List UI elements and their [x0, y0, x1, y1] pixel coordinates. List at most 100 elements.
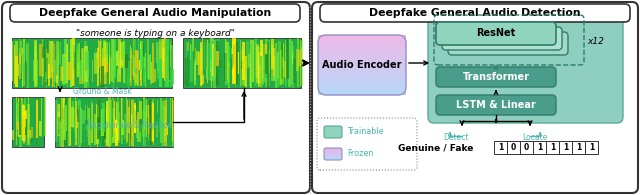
Bar — [77, 43, 79, 69]
Bar — [68, 62, 72, 80]
Bar — [275, 43, 277, 88]
Bar — [200, 42, 202, 86]
Bar — [292, 51, 294, 64]
Bar — [232, 41, 234, 76]
Bar — [23, 69, 24, 87]
Bar — [111, 40, 115, 83]
Bar — [108, 98, 111, 143]
Bar — [273, 56, 276, 81]
Bar — [159, 39, 162, 87]
Bar — [137, 51, 140, 86]
Bar — [77, 109, 79, 122]
Bar — [173, 129, 174, 146]
Bar — [19, 98, 20, 135]
Bar — [26, 44, 28, 62]
Bar — [123, 41, 125, 83]
Bar — [292, 59, 296, 83]
Bar — [285, 56, 287, 85]
Bar — [219, 59, 221, 68]
Bar — [45, 72, 47, 82]
Bar — [88, 118, 90, 139]
Bar — [23, 104, 24, 143]
Bar — [236, 42, 238, 84]
Bar — [77, 52, 79, 67]
Bar — [280, 50, 282, 85]
Bar — [147, 39, 148, 79]
Bar — [318, 35, 406, 37]
Bar — [243, 75, 246, 85]
Bar — [74, 52, 76, 87]
Bar — [94, 53, 97, 74]
Bar — [99, 39, 102, 88]
Bar — [97, 98, 99, 147]
Bar — [34, 40, 36, 87]
Bar — [241, 61, 244, 69]
Bar — [92, 59, 93, 82]
Bar — [108, 107, 111, 147]
Bar — [102, 108, 104, 146]
Bar — [318, 51, 406, 53]
Bar — [129, 128, 131, 142]
Bar — [266, 39, 268, 74]
Bar — [163, 48, 165, 61]
Bar — [23, 116, 26, 144]
Bar — [241, 50, 244, 85]
Bar — [204, 42, 205, 69]
Bar — [165, 39, 169, 87]
Bar — [200, 48, 204, 72]
Bar — [113, 98, 114, 141]
Bar — [36, 100, 37, 123]
Text: Regenerate & Replace: Regenerate & Replace — [87, 121, 173, 130]
Bar — [533, 141, 546, 154]
Bar — [70, 46, 71, 64]
Bar — [100, 109, 104, 136]
FancyBboxPatch shape — [312, 2, 638, 193]
Bar — [86, 67, 89, 87]
FancyBboxPatch shape — [320, 4, 630, 22]
Bar — [212, 40, 216, 88]
Bar — [318, 38, 406, 41]
Bar — [60, 121, 63, 129]
Text: 1: 1 — [537, 143, 542, 152]
Bar — [210, 38, 214, 81]
Bar — [224, 53, 227, 81]
Bar — [122, 98, 123, 144]
Bar — [70, 56, 71, 80]
Bar — [324, 150, 342, 151]
Bar — [92, 103, 93, 143]
Bar — [140, 60, 141, 70]
Bar — [265, 78, 268, 87]
Bar — [260, 55, 262, 86]
Bar — [81, 49, 83, 84]
FancyBboxPatch shape — [448, 32, 568, 55]
Bar — [244, 51, 245, 80]
Bar — [119, 61, 121, 75]
Bar — [143, 105, 147, 124]
Bar — [58, 42, 61, 65]
Bar — [227, 42, 229, 82]
FancyBboxPatch shape — [436, 22, 556, 45]
Bar — [131, 114, 132, 124]
Text: 1: 1 — [498, 143, 503, 152]
Bar — [494, 141, 507, 154]
Bar — [135, 111, 136, 122]
Bar — [27, 130, 30, 145]
Bar — [291, 41, 293, 85]
Bar — [69, 98, 72, 140]
Bar — [85, 52, 88, 71]
Bar — [318, 65, 406, 67]
Bar — [213, 49, 216, 79]
Bar — [28, 97, 29, 143]
Bar — [298, 50, 301, 66]
Bar — [162, 101, 164, 146]
Bar — [300, 42, 301, 86]
Bar — [211, 41, 212, 68]
Bar — [36, 100, 38, 138]
Bar — [39, 121, 42, 136]
Bar — [318, 79, 406, 81]
Text: 1: 1 — [576, 143, 581, 152]
Bar — [225, 42, 226, 79]
Bar — [318, 81, 406, 83]
Bar — [103, 41, 106, 74]
Bar — [206, 67, 207, 79]
